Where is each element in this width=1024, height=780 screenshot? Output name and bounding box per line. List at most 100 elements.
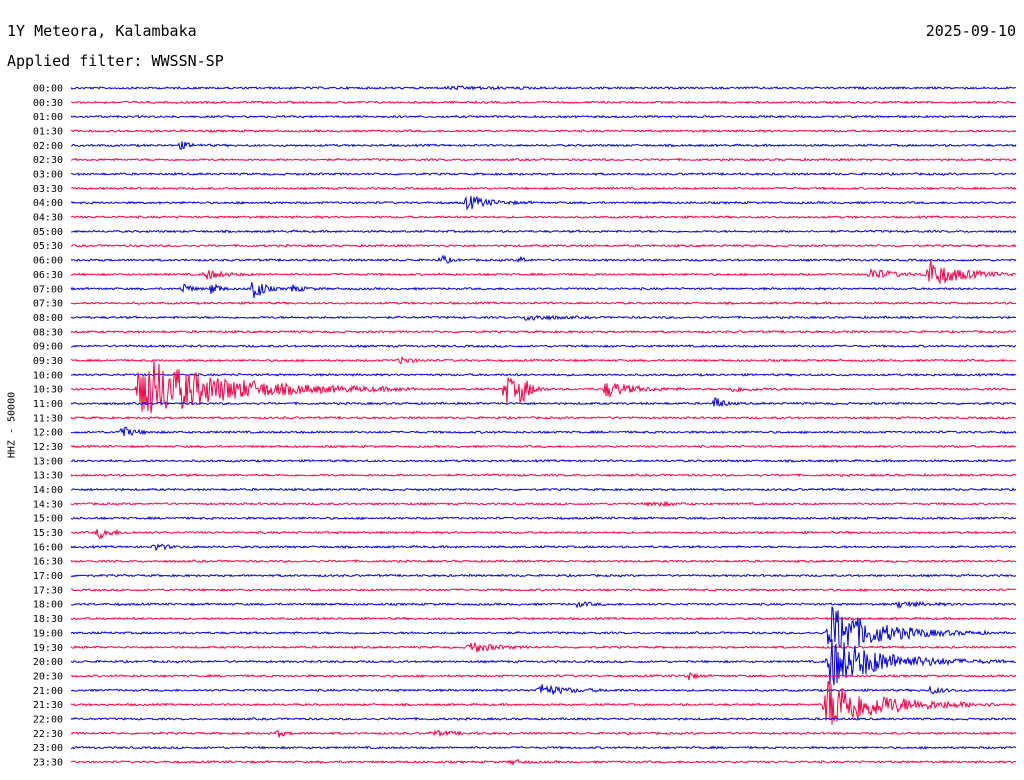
seismogram-trace (70, 684, 1017, 695)
time-tick-label: 09:00 (33, 342, 63, 353)
time-tick-label: 12:00 (33, 428, 63, 439)
time-tick-label: 06:00 (33, 256, 63, 267)
seismogram-trace (70, 360, 1017, 414)
time-tick-label: 05:00 (33, 227, 63, 238)
time-tick-label: 11:30 (33, 413, 63, 424)
time-tick-label: 21:30 (33, 700, 63, 711)
seismogram-trace (70, 141, 1017, 151)
seismogram-trace (70, 745, 1017, 750)
seismogram-trace (70, 260, 1017, 285)
seismogram-trace (70, 128, 1017, 134)
time-tick-label: 01:00 (33, 112, 63, 123)
time-tick-label: 23:00 (33, 743, 63, 754)
time-tick-label: 10:30 (33, 385, 63, 396)
date-label: 2025-09-10 (925, 22, 1016, 40)
time-tick-label: 15:30 (33, 528, 63, 539)
time-tick-label: 15:00 (33, 514, 63, 525)
seismogram-trace (70, 397, 1017, 407)
station-title: 1Y Meteora, Kalambaka (7, 22, 197, 40)
seismogram-trace (70, 444, 1017, 449)
seismogram-trace (70, 472, 1017, 478)
time-tick-label: 03:30 (33, 184, 63, 195)
time-tick-label: 01:30 (33, 127, 63, 138)
seismogram-trace (70, 528, 1017, 540)
seismogram-trace (70, 426, 1017, 437)
seismogram-trace (70, 616, 1017, 621)
time-tick-label: 03:00 (33, 170, 63, 181)
time-tick-label: 17:30 (33, 585, 63, 596)
time-tick-label: 06:30 (33, 270, 63, 281)
time-tick-label: 20:00 (33, 657, 63, 668)
seismogram-trace (70, 157, 1017, 162)
filter-label: Applied filter: WWSSN-SP (7, 52, 224, 70)
seismogram-trace (70, 729, 1017, 738)
seismogram-trace (70, 641, 1017, 653)
seismogram-trace (71, 587, 1017, 593)
time-tick-label: 22:30 (33, 729, 63, 740)
seismogram-trace (70, 458, 1017, 464)
time-tick-label: 12:30 (33, 442, 63, 453)
time-tick-label: 18:00 (33, 600, 63, 611)
time-tick-label: 14:00 (33, 485, 63, 496)
seismogram-trace (70, 85, 1017, 91)
time-tick-label: 02:00 (33, 141, 63, 152)
time-tick-label: 04:30 (33, 213, 63, 224)
seismogram-trace (70, 282, 1017, 299)
seismogram-trace (71, 229, 1017, 234)
seismogram-trace (70, 114, 1017, 119)
time-tick-label: 22:00 (33, 714, 63, 725)
seismogram-trace (70, 186, 1017, 191)
time-tick-label: 02:30 (33, 155, 63, 166)
time-tick-label: 13:00 (33, 456, 63, 467)
time-tick-label: 08:30 (33, 327, 63, 338)
time-tick-label: 16:30 (33, 557, 63, 568)
seismogram-trace (70, 487, 1017, 492)
time-tick-label: 21:00 (33, 686, 63, 697)
time-tick-label: 04:00 (33, 198, 63, 209)
seismogram-trace (70, 606, 1017, 649)
time-tick-label: 19:30 (33, 643, 63, 654)
seismogram-trace (70, 500, 1017, 508)
seismogram-trace (70, 672, 1017, 681)
time-tick-label: 00:00 (33, 84, 63, 95)
seismogram-trace (70, 100, 1017, 105)
seismogram-trace (70, 600, 1017, 610)
time-tick-label: 18:30 (33, 614, 63, 625)
seismogram-trace (70, 171, 1017, 177)
time-tick-label: 14:30 (33, 499, 63, 510)
seismogram-trace (70, 680, 1017, 725)
seismogram-trace (70, 758, 1017, 767)
time-tick-label: 16:00 (33, 542, 63, 553)
seismogram-trace (70, 638, 1017, 686)
time-tick-label: 08:00 (33, 313, 63, 324)
seismogram-trace (70, 329, 1017, 334)
seismogram-trace (70, 543, 1017, 552)
seismogram-trace (70, 195, 1017, 211)
time-tick-label: 07:30 (33, 299, 63, 310)
time-tick-label: 23:30 (33, 757, 63, 768)
seismogram-trace (70, 355, 1017, 365)
seismogram-trace (70, 573, 1017, 578)
seismogram-trace (70, 314, 1017, 321)
seismogram-trace (70, 301, 1017, 306)
seismogram-trace (70, 716, 1017, 722)
seismogram-trace (70, 254, 1017, 264)
seismogram-trace (70, 516, 1017, 521)
time-tick-label: 09:30 (33, 356, 63, 367)
time-tick-label: 13:30 (33, 471, 63, 482)
seismogram-trace (70, 344, 1017, 349)
seismogram-trace (71, 372, 1017, 377)
seismogram-trace (70, 559, 1017, 564)
time-tick-label: 20:30 (33, 671, 63, 682)
seismogram-trace (70, 214, 1017, 220)
time-tick-label: 17:00 (33, 571, 63, 582)
time-tick-label: 11:00 (33, 399, 63, 410)
time-tick-label: 10:00 (33, 370, 63, 381)
seismogram-trace (70, 415, 1017, 420)
time-tick-label: 00:30 (33, 98, 63, 109)
time-tick-label: 19:00 (33, 628, 63, 639)
time-tick-label: 05:30 (33, 241, 63, 252)
seismogram-trace (70, 243, 1017, 248)
time-tick-label: 07:00 (33, 284, 63, 295)
